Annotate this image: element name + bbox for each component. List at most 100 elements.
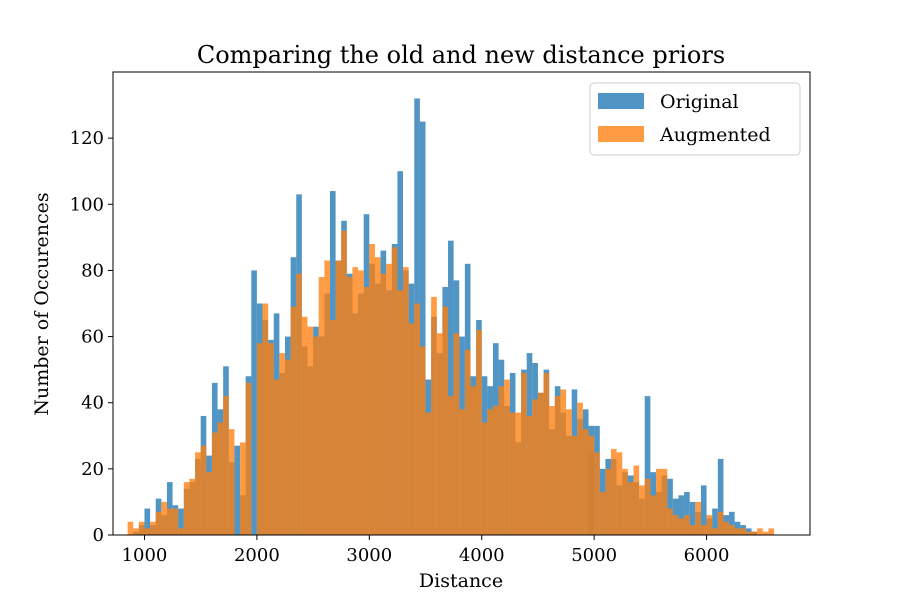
bar-augmented — [200, 445, 207, 535]
legend-swatch-original — [598, 93, 644, 109]
bar-augmented — [464, 349, 471, 535]
bar-augmented — [526, 415, 533, 535]
bar-augmented — [700, 525, 707, 535]
bar-augmented — [431, 296, 437, 535]
bar-augmented — [211, 432, 218, 535]
x-tick-label: 6000 — [684, 545, 730, 566]
bar-augmented — [189, 478, 196, 535]
bar-augmented — [307, 326, 314, 535]
bar-augmented — [391, 247, 398, 535]
bar-augmented — [453, 333, 460, 535]
bar-augmented — [684, 515, 690, 535]
bar-augmented — [740, 528, 746, 535]
bar-augmented — [509, 412, 516, 535]
bar-original — [667, 478, 673, 535]
bar-augmented — [655, 468, 662, 535]
bar-augmented — [296, 273, 302, 535]
bar-augmented — [380, 273, 387, 535]
bar-augmented — [138, 521, 145, 535]
bar-augmented — [566, 409, 572, 535]
bar-augmented — [397, 290, 404, 535]
bar-augmented — [363, 286, 370, 535]
bar-augmented — [644, 478, 651, 535]
bar-augmented — [729, 525, 735, 535]
bar-augmented — [228, 429, 235, 535]
bar-original — [178, 508, 184, 535]
bar-augmented — [611, 449, 617, 535]
bar-original — [712, 508, 718, 535]
y-tick-label: 100 — [70, 194, 104, 215]
bar-augmented — [492, 406, 499, 535]
bar-augmented — [341, 230, 347, 535]
x-axis-label: Distance — [419, 570, 503, 592]
bar-augmented — [279, 353, 286, 535]
bar-augmented — [195, 452, 201, 535]
bar-original — [144, 508, 151, 535]
bar-augmented — [717, 511, 724, 535]
bar-augmented — [605, 468, 612, 535]
y-tick-label: 120 — [70, 128, 104, 149]
bar-augmented — [498, 386, 505, 535]
bar-augmented — [172, 508, 179, 535]
y-tick-label: 60 — [81, 327, 104, 348]
bar-augmented — [223, 396, 229, 535]
bar-original — [448, 240, 454, 535]
bar-augmented — [346, 277, 353, 535]
bar-original — [684, 492, 690, 535]
bar-augmented — [313, 336, 319, 535]
bar-augmented — [127, 521, 134, 535]
bar-original — [678, 495, 685, 535]
bar-augmented — [712, 528, 718, 535]
bar-augmented — [256, 343, 263, 535]
plot-frame — [112, 71, 811, 536]
legend-label-augmented: Augmented — [659, 124, 771, 146]
bar-augmented — [650, 495, 656, 535]
bar-augmented — [369, 243, 375, 535]
y-axis: 0 20 40 60 80 100 120 — [70, 128, 113, 546]
bar-augmented — [386, 263, 392, 535]
bar-augmented — [672, 515, 679, 535]
bar-augmented — [487, 409, 493, 535]
bar-augmented — [324, 260, 330, 535]
bar-augmented — [245, 382, 252, 535]
bar-augmented — [329, 320, 336, 535]
bar-augmented — [133, 528, 139, 535]
x-axis: 1000 2000 3000 4000 5000 6000 — [122, 535, 730, 566]
bar-augmented — [155, 511, 162, 535]
bar-augmented — [285, 359, 291, 535]
bar-augmented — [571, 435, 578, 535]
bar-augmented — [459, 409, 465, 535]
bar-augmented — [616, 452, 623, 535]
bars-layer — [127, 98, 775, 536]
bar-augmented — [577, 402, 583, 535]
bar-original — [251, 270, 257, 535]
y-tick-label: 0 — [93, 525, 104, 546]
bar-augmented — [268, 343, 274, 535]
x-tick-label: 5000 — [571, 545, 617, 566]
bar-augmented — [335, 260, 342, 535]
bar-augmented — [178, 528, 184, 535]
bar-augmented — [150, 521, 156, 535]
bar-augmented — [166, 508, 173, 535]
bar-augmented — [358, 270, 364, 535]
legend-swatch-augmented — [598, 126, 644, 142]
x-tick-label: 2000 — [234, 545, 280, 566]
bar-augmented — [599, 492, 606, 535]
bar-augmented — [745, 531, 752, 535]
bar-augmented — [695, 501, 701, 535]
bar-augmented — [639, 485, 645, 535]
bar-augmented — [144, 528, 151, 535]
bar-augmented — [374, 257, 381, 535]
bar-augmented — [537, 392, 544, 535]
bar-augmented — [627, 482, 634, 535]
bar-augmented — [290, 306, 297, 535]
bar-augmented — [262, 303, 269, 535]
y-tick-label: 20 — [81, 459, 104, 480]
bar-augmented — [504, 379, 510, 535]
bar-augmented — [206, 472, 212, 535]
bar-augmented — [408, 323, 415, 535]
bar-augmented — [515, 412, 522, 535]
bar-original — [644, 396, 651, 535]
bar-augmented — [470, 386, 477, 535]
